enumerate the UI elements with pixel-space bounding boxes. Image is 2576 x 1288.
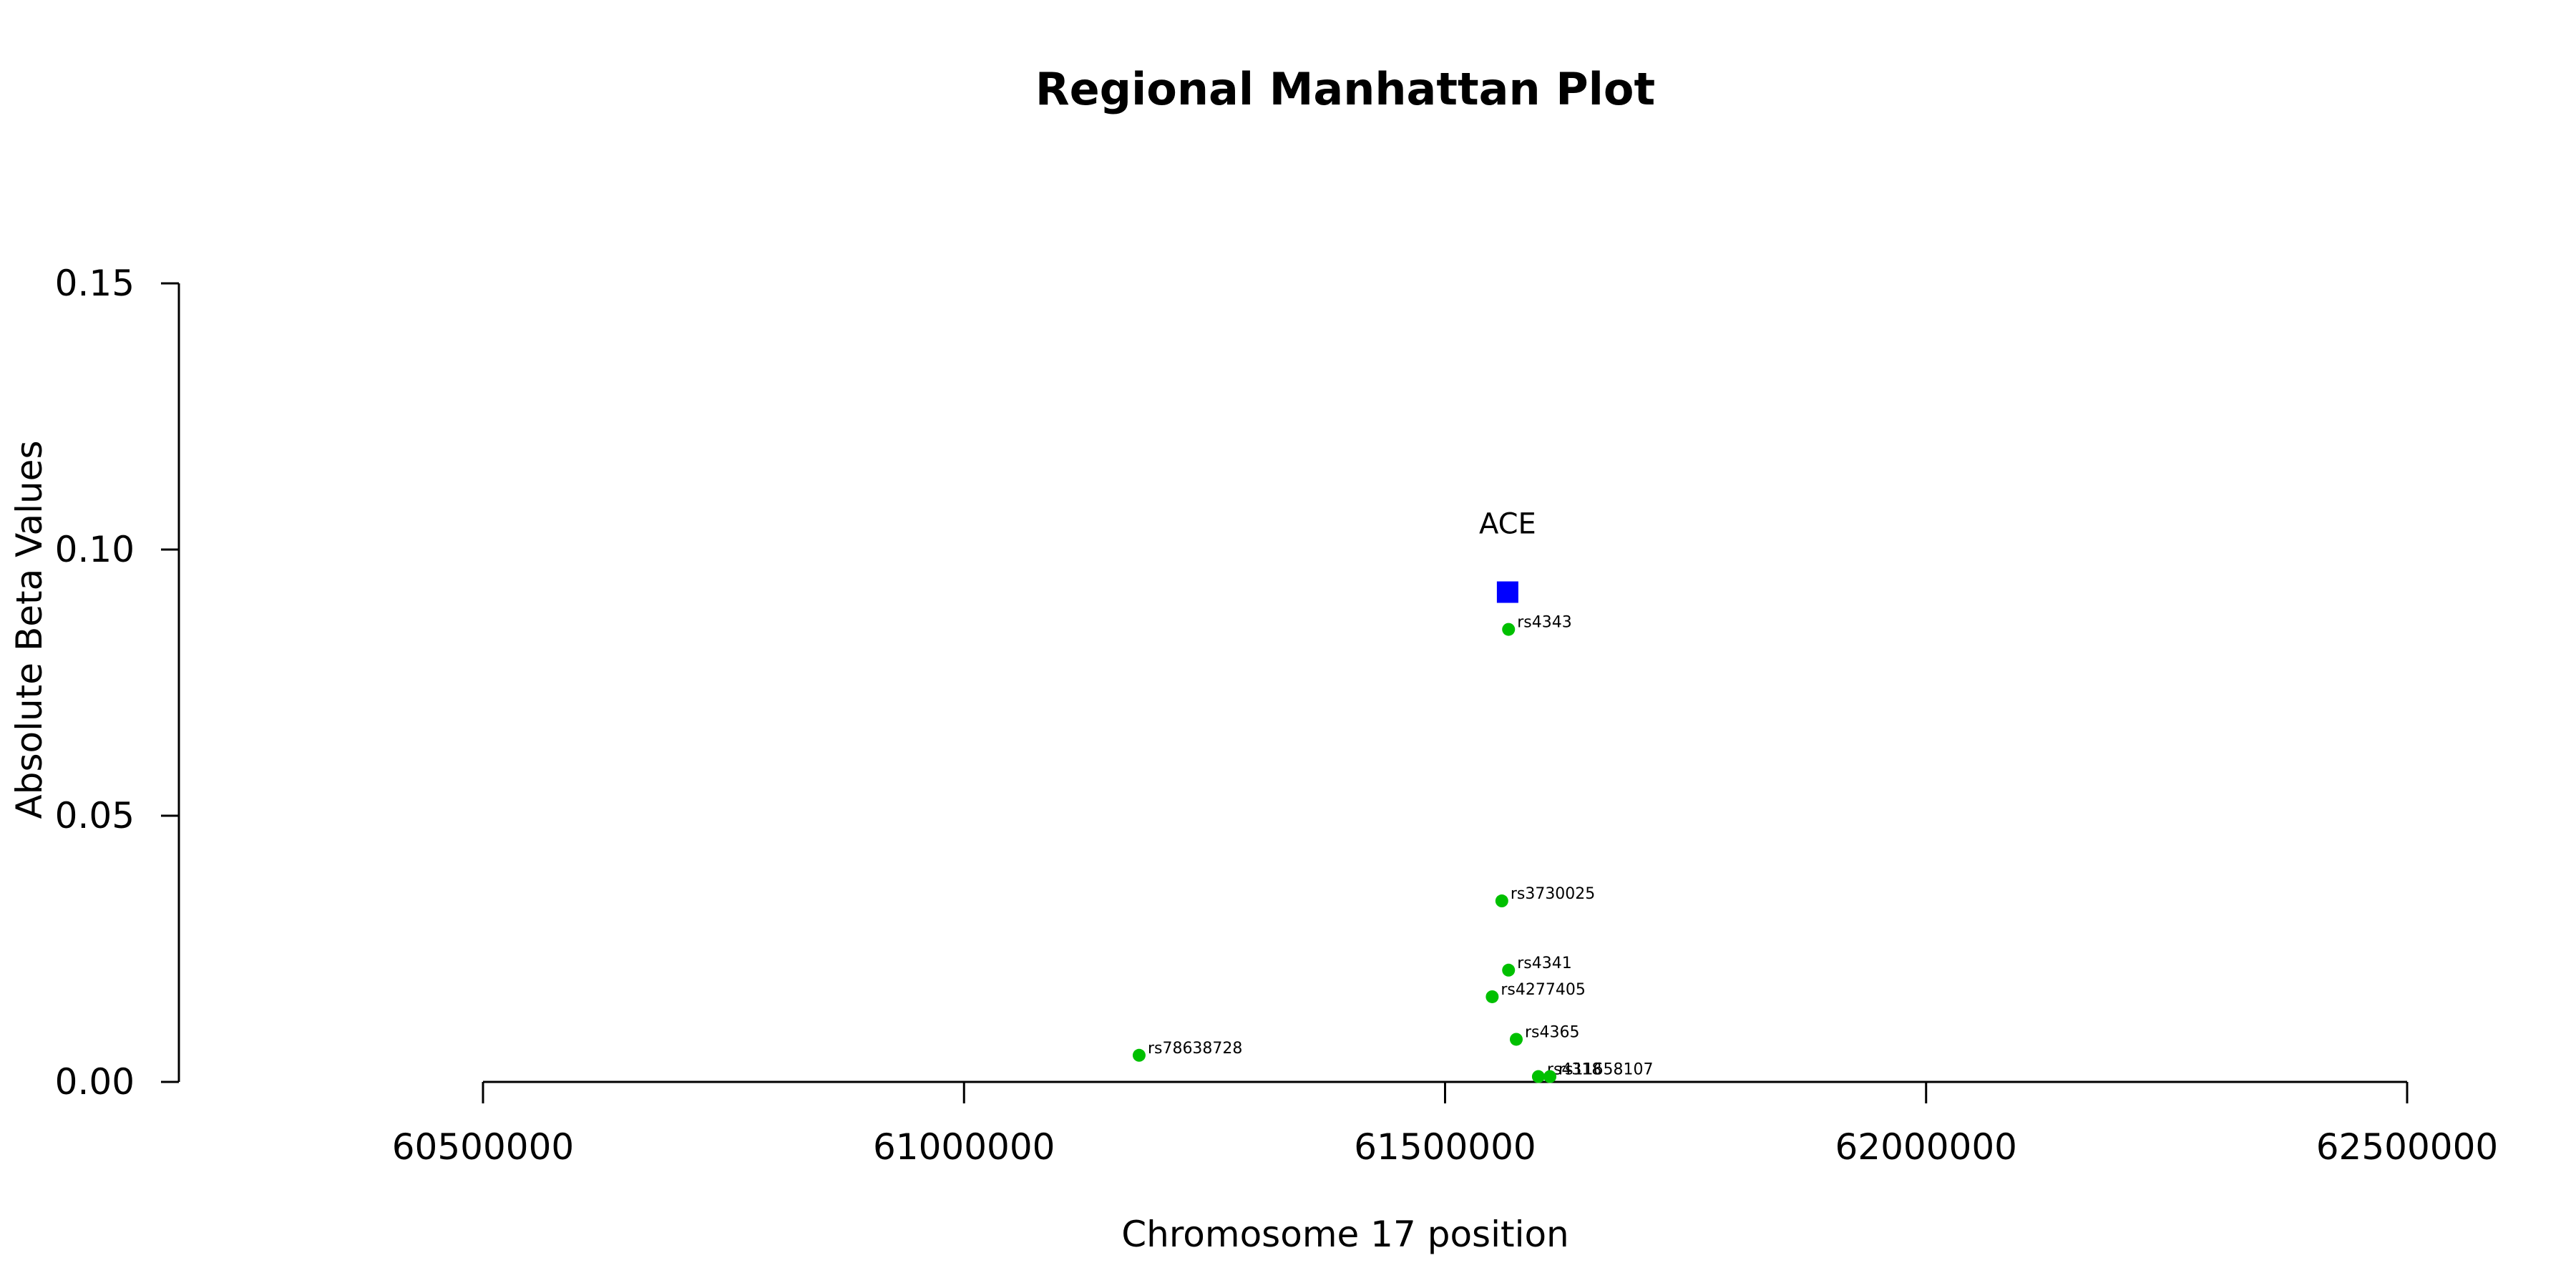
x-tick-label: 61000000 xyxy=(873,1126,1055,1168)
snp-label: rs78638728 xyxy=(1148,1040,1242,1058)
gene-marker-group: ACE xyxy=(1479,508,1536,603)
snp-point xyxy=(1531,1070,1545,1083)
x-tick-label: 62500000 xyxy=(2316,1126,2499,1168)
x-tick-label: 60500000 xyxy=(392,1126,575,1168)
y-tick-label: 0.10 xyxy=(55,529,135,570)
gene-marker xyxy=(1496,581,1518,603)
x-axis-ticks: 60500000 61000000 61500000 62000000 62500000 xyxy=(392,1082,2499,1168)
y-axis-label: Absolute Beta Values xyxy=(9,441,50,819)
snp-label: rs4343 xyxy=(1517,614,1572,632)
y-axis-ticks: 0.00 0.05 0.10 0.15 xyxy=(55,263,179,1103)
x-tick-label: 61500000 xyxy=(1354,1126,1536,1168)
snp-point xyxy=(1502,623,1516,636)
snp-point xyxy=(1132,1048,1146,1062)
y-tick-label: 0.00 xyxy=(55,1061,135,1103)
x-tick-label: 62000000 xyxy=(1835,1126,2018,1168)
snp-point xyxy=(1485,990,1499,1003)
snp-point xyxy=(1495,894,1508,908)
snp-point xyxy=(1502,963,1516,977)
snp-point xyxy=(1509,1033,1523,1046)
snp-label: rs4341 xyxy=(1517,955,1572,972)
snp-points: rs4343 rs3730025 rs4341 rs4277405 rs4365 rs78… xyxy=(1132,614,1654,1083)
snp-point xyxy=(1543,1070,1557,1083)
y-tick-label: 0.05 xyxy=(55,795,135,836)
x-axis-label: Chromosome 17 position xyxy=(1121,1214,1569,1255)
chart-title: Regional Manhattan Plot xyxy=(1035,63,1655,115)
snp-label: rs4365 xyxy=(1525,1023,1580,1041)
snp-label: rs3730025 xyxy=(1511,885,1596,903)
snp-label: rs4277405 xyxy=(1501,981,1586,999)
snp-label: rs11658107 xyxy=(1558,1061,1653,1079)
y-tick-label: 0.15 xyxy=(55,263,135,304)
gene-label: ACE xyxy=(1479,508,1536,541)
